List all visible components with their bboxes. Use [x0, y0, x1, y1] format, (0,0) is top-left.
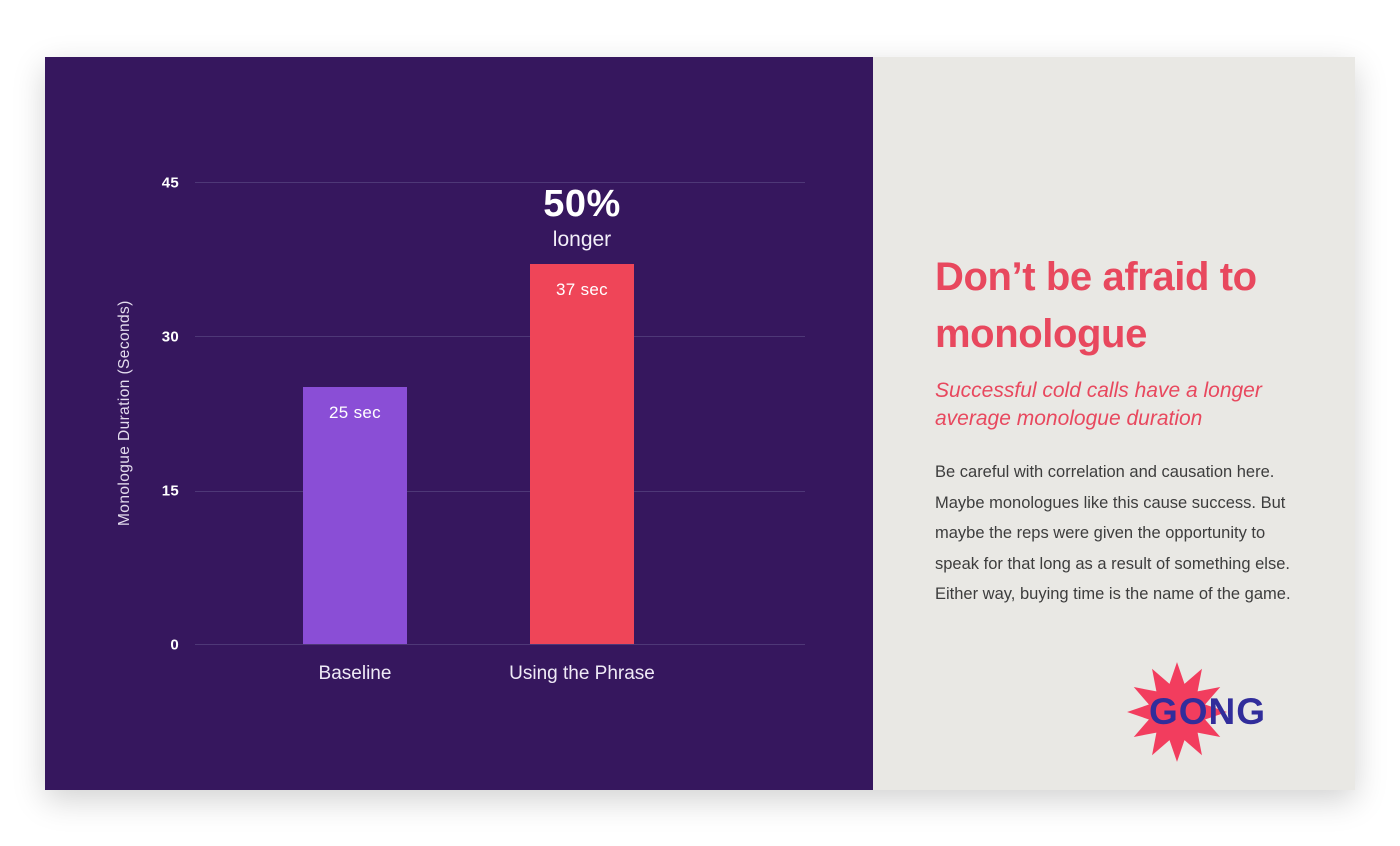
- bar-annotation: 50% longer: [530, 185, 634, 252]
- x-category-label-using-phrase: Using the Phrase: [509, 663, 655, 684]
- bar-chart: 45 30 15 0 25 sec 37 sec: [162, 174, 805, 684]
- bar-using-phrase: 37 sec: [530, 264, 634, 644]
- text-panel: Don’t be afraid to monologue Successful …: [873, 57, 1355, 790]
- bar-column-using-phrase: 37 sec: [530, 182, 634, 644]
- page-title: Don’t be afraid to monologue: [935, 255, 1257, 356]
- subtitle: Successful cold calls have a longer aver…: [935, 378, 1262, 430]
- logo-text: GONG: [1149, 691, 1267, 732]
- gong-logo: GONG: [1125, 658, 1289, 766]
- bar-value-label: 25 sec: [329, 403, 381, 423]
- bar-value-label: 37 sec: [556, 280, 608, 300]
- y-tick-label: 30: [161, 328, 179, 346]
- bar-baseline: 25 sec: [303, 387, 407, 644]
- gridline: 15: [162, 483, 805, 500]
- y-tick-label: 15: [161, 482, 179, 500]
- body-text: Be careful with correlation and causatio…: [935, 463, 1291, 604]
- gridline: 0: [170, 636, 805, 653]
- y-tick-label: 45: [161, 174, 179, 191]
- slide: Monologue Duration (Seconds) 45 30 15 0 …: [45, 57, 1355, 790]
- starburst-icon: [1127, 662, 1227, 762]
- annotation-percent: 50%: [543, 183, 621, 226]
- gridline: 30: [162, 328, 805, 345]
- y-axis-title: Monologue Duration (Seconds): [116, 300, 133, 527]
- x-category-label-baseline: Baseline: [318, 663, 392, 684]
- y-tick-label: 0: [170, 636, 179, 653]
- gridline: 45: [162, 174, 805, 191]
- chart-panel: Monologue Duration (Seconds) 45 30 15 0 …: [45, 57, 873, 790]
- bar-column-baseline: 25 sec: [303, 182, 407, 644]
- annotation-word: longer: [552, 228, 612, 252]
